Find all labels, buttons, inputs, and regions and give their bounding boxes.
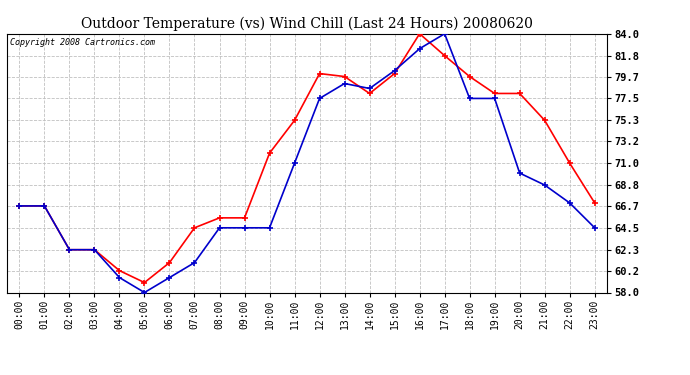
Text: Copyright 2008 Cartronics.com: Copyright 2008 Cartronics.com bbox=[10, 38, 155, 46]
Title: Outdoor Temperature (vs) Wind Chill (Last 24 Hours) 20080620: Outdoor Temperature (vs) Wind Chill (Las… bbox=[81, 17, 533, 31]
